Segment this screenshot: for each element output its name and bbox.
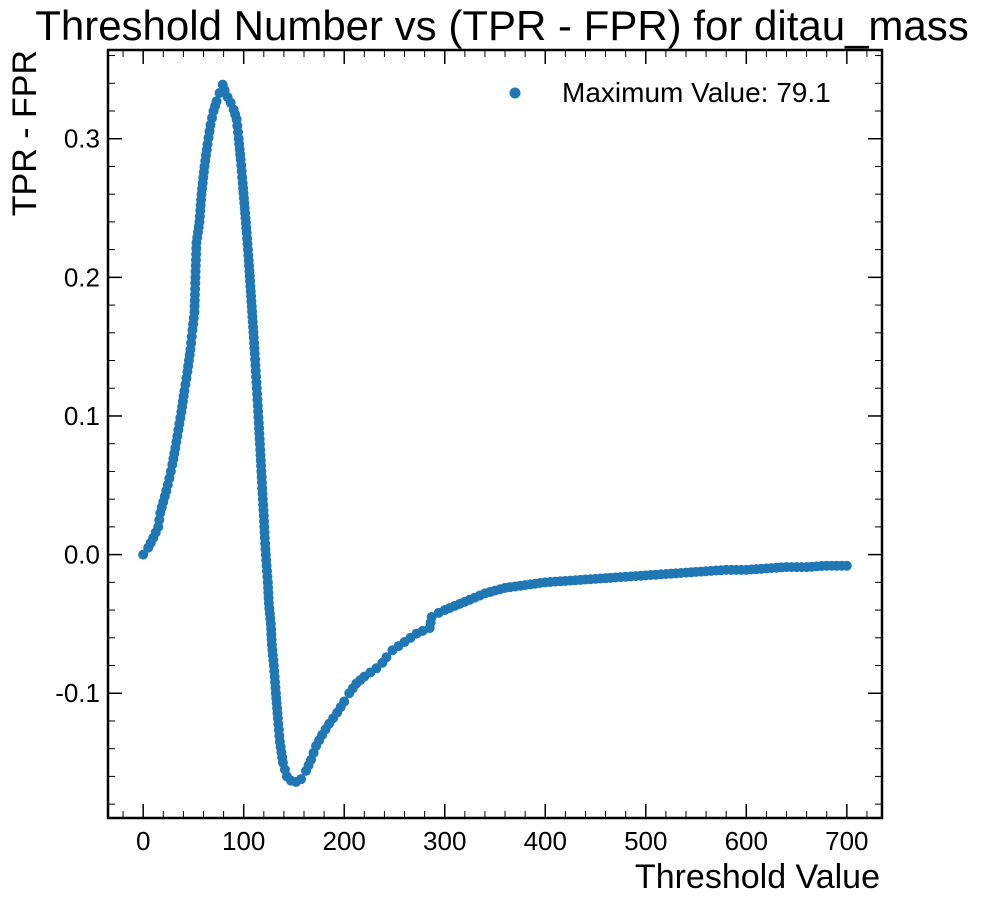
data-point: [138, 549, 149, 560]
scatter-points: [138, 79, 852, 787]
x-tick-label: 500: [624, 826, 667, 856]
x-tick-label: 100: [222, 826, 265, 856]
x-tick-label: 200: [323, 826, 366, 856]
chart-title: Threshold Number vs (TPR - FPR) for dita…: [35, 2, 969, 49]
data-point: [381, 652, 392, 663]
plot-area-frame: [106, 48, 884, 820]
x-tick-label: 600: [725, 826, 768, 856]
x-tick-label: 400: [524, 826, 567, 856]
legend-label: Maximum Value: 79.1: [562, 77, 831, 108]
y-axis-label: TPR - FPR: [6, 50, 44, 216]
data-point: [339, 696, 350, 707]
y-tick-label: 0.2: [64, 262, 100, 292]
x-tick-label: 0: [136, 826, 150, 856]
x-axis-label: Threshold Value: [635, 858, 880, 896]
y-tick-label: 0.0: [64, 540, 100, 570]
axis-ticks: [108, 50, 882, 818]
y-tick-label: -0.1: [55, 678, 100, 708]
chart-legend: Maximum Value: 79.1: [509, 77, 831, 108]
axis-tick-labels: 0 100 200 300 400 500 600 700 -0.1 0.0 0.1 0.2 0.3: [55, 124, 868, 856]
x-tick-label: 700: [825, 826, 868, 856]
data-point: [295, 774, 306, 785]
data-point: [211, 96, 222, 107]
data-point: [841, 560, 852, 571]
y-tick-label: 0.1: [64, 401, 100, 431]
legend-marker: [509, 87, 521, 99]
x-tick-label: 300: [423, 826, 466, 856]
y-tick-label: 0.3: [64, 124, 100, 154]
